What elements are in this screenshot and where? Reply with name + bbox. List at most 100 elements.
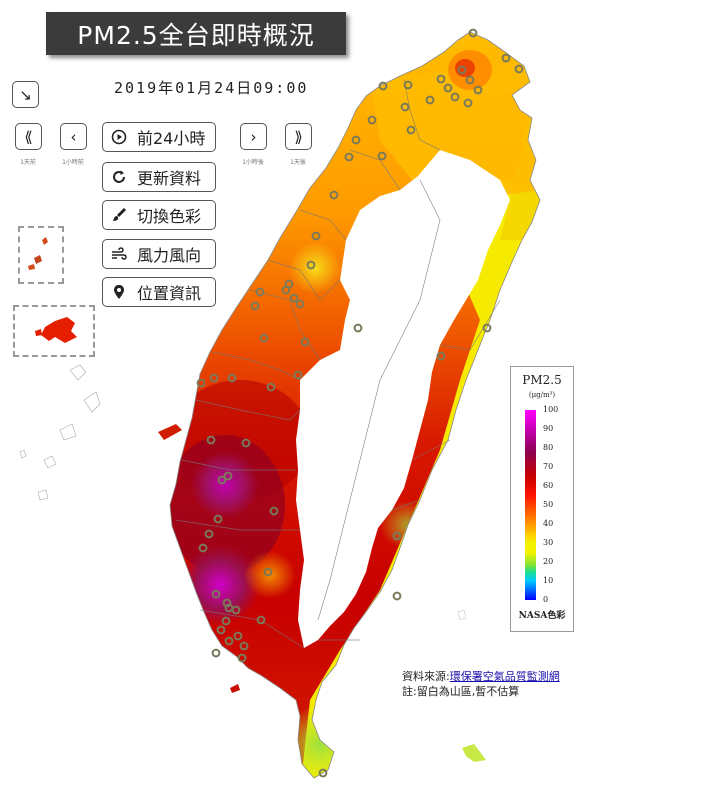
source-prefix: 資料來源: [402,670,450,683]
legend-tick: 70 [543,462,554,471]
station-marker[interactable] [344,152,354,162]
station-marker[interactable] [198,543,208,553]
legend-tick: 90 [543,424,554,433]
station-marker[interactable] [351,135,361,145]
station-marker[interactable] [256,615,266,625]
station-marker[interactable] [425,95,435,105]
forward-day-button[interactable]: ⟫ [285,123,312,150]
station-marker[interactable] [196,378,206,388]
kinmen-inset[interactable] [13,305,95,357]
legend-footer: NASA色彩 [518,611,566,621]
station-marker[interactable] [400,102,410,112]
play-24h-button[interactable]: 前24小時 [102,122,216,152]
data-source: 資料來源:環保署空氣品質監測網 註:留白為山區,暫不估算 [402,669,560,699]
wind-icon [109,246,129,262]
back-hour-button[interactable]: ‹ [60,123,87,150]
station-marker[interactable] [457,65,467,75]
back-hour-caption: 1小時前 [62,159,84,166]
station-marker[interactable] [289,293,299,303]
legend-tick: 80 [543,443,554,452]
station-marker[interactable] [295,299,305,309]
station-marker[interactable] [263,567,273,577]
station-marker[interactable] [403,80,413,90]
double-chevron-right-icon: ⟫ [294,127,303,146]
collapse-button[interactable]: ↘ [12,81,39,108]
station-marker[interactable] [311,231,321,241]
color-switch-label: 切換色彩 [137,207,202,226]
legend-tick: 0 [543,595,549,604]
station-marker[interactable] [482,323,492,333]
forward-hour-button[interactable]: › [240,123,267,150]
station-marker[interactable] [306,260,316,270]
source-link[interactable]: 環保署空氣品質監測網 [449,670,560,683]
station-marker[interactable] [239,641,249,651]
station-marker[interactable] [443,83,453,93]
station-marker[interactable] [436,74,446,84]
station-marker[interactable] [468,28,478,38]
back-day-caption: 1天前 [20,159,36,166]
legend-tick: 100 [543,405,559,414]
station-marker[interactable] [231,605,241,615]
legend-unit: (μg/m³) [528,391,556,399]
station-marker[interactable] [221,616,231,626]
location-button[interactable]: 位置資訊 [102,277,216,307]
station-marker[interactable] [269,506,279,516]
legend-color-bar [525,410,536,600]
legend-tick: 60 [543,481,554,490]
station-marker[interactable] [204,529,214,539]
station-marker[interactable] [223,471,233,481]
station-marker[interactable] [300,337,310,347]
wind-label: 風力風向 [137,246,202,265]
station-marker[interactable] [514,64,524,74]
station-marker[interactable] [259,333,269,343]
station-marker[interactable] [211,589,221,599]
station-marker[interactable] [329,190,339,200]
chevron-right-icon: › [250,127,257,146]
station-marker[interactable] [378,81,388,91]
wind-button[interactable]: 風力風向 [102,239,216,269]
station-marker[interactable] [318,768,328,778]
refresh-icon [109,169,129,185]
station-marker[interactable] [217,475,227,485]
station-marker[interactable] [206,435,216,445]
monitoring-stations[interactable] [196,28,524,778]
station-marker[interactable] [353,323,363,333]
station-marker[interactable] [237,653,247,663]
paint-brush-icon [109,207,129,223]
station-marker[interactable] [406,125,416,135]
station-marker[interactable] [436,351,446,361]
station-marker[interactable] [463,98,473,108]
station-marker[interactable] [211,648,221,658]
station-marker[interactable] [377,151,387,161]
station-marker[interactable] [367,115,377,125]
station-marker[interactable] [227,373,237,383]
station-marker[interactable] [224,636,234,646]
chevron-left-icon: ‹ [70,127,77,146]
station-marker[interactable] [465,75,475,85]
pm25-legend: PM2.5 (μg/m³) 100 90 80 70 60 50 40 30 2… [510,366,574,632]
color-switch-button[interactable]: 切換色彩 [102,200,216,230]
refresh-button[interactable]: 更新資料 [102,162,216,192]
station-marker[interactable] [213,514,223,524]
legend-tick: 50 [543,500,554,509]
station-marker[interactable] [266,382,276,392]
station-marker[interactable] [501,53,511,63]
station-marker[interactable] [216,625,226,635]
matsu-inset[interactable] [18,226,64,284]
station-marker[interactable] [281,285,291,295]
legend-title: PM2.5 [522,373,562,387]
station-marker[interactable] [392,591,402,601]
station-marker[interactable] [255,287,265,297]
station-marker[interactable] [233,631,243,641]
station-marker[interactable] [241,438,251,448]
station-marker[interactable] [473,85,483,95]
station-marker[interactable] [392,531,402,541]
station-marker[interactable] [250,301,260,311]
station-marker[interactable] [209,373,219,383]
legend-tick: 40 [543,519,554,528]
station-marker[interactable] [450,92,460,102]
back-day-button[interactable]: ⟪ [15,123,42,150]
legend-tick: 20 [543,557,554,566]
station-marker[interactable] [293,370,303,380]
